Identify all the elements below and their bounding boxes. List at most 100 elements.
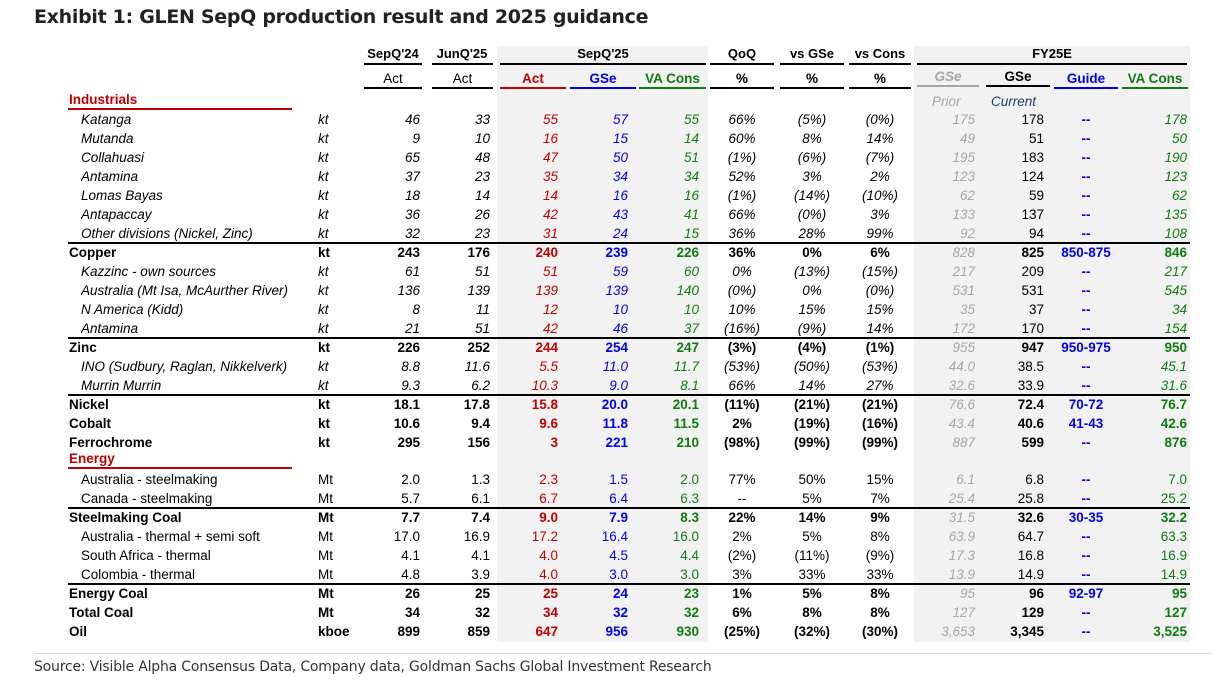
cell-sepq25-cons: 11.5 — [673, 416, 699, 431]
cell-sepq25-cons: 51 — [683, 150, 699, 165]
sub-junq25-line — [432, 87, 493, 89]
cell-vs-gse: (21%) — [793, 397, 830, 412]
cell-fy-gse-current: 64.7 — [1017, 529, 1044, 544]
cell-junq25-act: 10 — [474, 131, 490, 146]
row-label: South Africa - thermal — [81, 548, 211, 563]
cell-fy-gse-prior: 955 — [952, 340, 975, 355]
row-label: Kazzinc - own sources — [81, 264, 217, 279]
cell-sepq25-gse: 50 — [612, 150, 628, 165]
header-junq25-line — [432, 63, 493, 65]
header-qoq: QoQ — [727, 46, 757, 61]
cell-vs-cons: 27% — [866, 378, 894, 393]
table-row: Kazzinc - own sources kt 61 51 51 59 60 0% (13%)… — [0, 262, 1213, 281]
cell-fy-cons: 62 — [1171, 188, 1187, 203]
cell-sepq25-cons: 37 — [683, 321, 699, 336]
cell-fy-gse-prior: 133 — [952, 207, 975, 222]
row-label: Oil — [69, 624, 88, 639]
cell-fy-guide: -- — [1081, 321, 1091, 336]
cell-sepq24-act: 65 — [404, 150, 420, 165]
cell-sepq25-act: 3 — [550, 435, 558, 450]
cell-vs-gse: 15% — [798, 302, 826, 317]
cell-junq25-act: 3.9 — [471, 567, 490, 582]
table-row: Antamina kt 21 51 42 46 37 (16%) (9%) 14% 172 170 --… — [0, 319, 1213, 338]
cell-sepq25-gse: 59 — [612, 264, 628, 279]
cell-junq25-act: 26 — [474, 207, 490, 222]
cell-junq25-act: 33 — [474, 112, 490, 127]
cell-vs-gse: 33% — [798, 567, 826, 582]
cell-fy-gse-current: 129 — [1021, 605, 1044, 620]
cell-sepq24-act: 9 — [412, 131, 420, 146]
cell-fy-guide: -- — [1081, 472, 1091, 487]
cell-fy-gse-current: 14.9 — [1017, 567, 1044, 582]
sub-fy-gse-prior-line — [917, 85, 979, 87]
cell-qoq: 60% — [728, 131, 756, 146]
cell-qoq: 2% — [732, 416, 752, 431]
section-industrials: Industrials — [69, 92, 138, 107]
row-label: Katanga — [81, 112, 132, 127]
row-unit: Mt — [318, 586, 334, 601]
sub-sepq25-gse: GSe — [589, 71, 617, 86]
cell-qoq: 36% — [728, 226, 756, 241]
cell-sepq25-gse: 1.5 — [609, 472, 628, 487]
cell-fy-gse-prior: 828 — [952, 245, 975, 260]
cell-sepq24-act: 7.7 — [401, 510, 420, 525]
cell-fy-gse-current: 178 — [1021, 112, 1044, 127]
cell-sepq25-gse: 16 — [612, 188, 628, 203]
table-row: Canada - steelmaking Mt 5.7 6.1 6.7 6.4 6.3 -- 5… — [0, 489, 1213, 508]
cell-fy-gse-current: 3,345 — [1010, 624, 1044, 639]
cell-sepq25-gse: 239 — [605, 245, 628, 260]
row-label: Total Coal — [69, 605, 134, 620]
cell-qoq: (53%) — [723, 359, 760, 374]
cell-fy-gse-prior: 217 — [952, 264, 975, 279]
cell-sepq25-cons: 4.4 — [680, 548, 699, 563]
cell-fy-gse-prior: 195 — [952, 150, 975, 165]
cell-fy-gse-prior: 95 — [959, 586, 975, 601]
row-unit: kt — [318, 340, 331, 355]
row-label: Colombia - thermal — [81, 567, 196, 582]
cell-sepq25-act: 16 — [542, 131, 558, 146]
cell-vs-cons: (21%) — [861, 397, 898, 412]
cell-fy-cons: 190 — [1164, 150, 1187, 165]
cell-fy-guide: 41-43 — [1068, 416, 1104, 431]
row-label: Antapaccay — [81, 207, 152, 222]
cell-fy-gse-current: 38.5 — [1017, 359, 1044, 374]
cell-sepq24-act: 243 — [397, 245, 420, 260]
cell-fy-gse-current: 16.8 — [1017, 548, 1044, 563]
cell-fy-cons: 135 — [1164, 207, 1187, 222]
cell-junq25-act: 51 — [474, 264, 490, 279]
table-row: Lomas Bayas kt 18 14 14 16 16 (1%) (14%) (10%) 62 5… — [0, 186, 1213, 205]
cell-fy-cons: 154 — [1164, 321, 1187, 336]
cell-fy-gse-prior: 127 — [952, 605, 975, 620]
row-unit: kt — [318, 378, 329, 393]
row-separator — [68, 507, 1190, 509]
cell-sepq25-act: 17.2 — [531, 529, 558, 544]
cell-sepq25-gse: 139 — [605, 283, 628, 298]
table-row: Energy Coal Mt 26 25 25 24 23 1% 5% 8% 95 96 92-97 95 — [0, 584, 1213, 603]
table-row: Murrin Murrin kt 9.3 6.2 10.3 9.0 8.1 66% 14% 27%… — [0, 376, 1213, 395]
sub-fy-gse-current-line — [986, 85, 1050, 87]
cell-sepq25-cons: 55 — [683, 112, 699, 127]
cell-fy-guide: 950-975 — [1061, 340, 1111, 355]
sub-sepq25-act: Act — [522, 71, 544, 86]
cell-sepq25-act: 14 — [542, 188, 558, 203]
row-label: Nickel — [69, 397, 109, 412]
row-unit: kt — [318, 188, 329, 203]
header-sepq25-line — [500, 63, 706, 65]
cell-fy-gse-prior: 76.6 — [948, 397, 975, 412]
cell-fy-guide: -- — [1081, 169, 1091, 184]
section-industrials-line — [68, 108, 292, 110]
cell-sepq25-gse: 7.9 — [609, 510, 628, 525]
cell-sepq25-act: 15.8 — [531, 397, 558, 412]
cell-sepq25-cons: 60 — [683, 264, 699, 279]
cell-fy-guide: -- — [1081, 435, 1091, 450]
cell-qoq: 66% — [728, 207, 756, 222]
cell-sepq25-gse: 11.8 — [602, 416, 628, 431]
cell-vs-gse: 3% — [802, 169, 822, 184]
cell-junq25-act: 139 — [467, 283, 490, 298]
cell-fy-guide: -- — [1081, 112, 1091, 127]
cell-qoq: 77% — [728, 472, 756, 487]
cell-sepq25-gse: 20.0 — [601, 397, 628, 412]
cell-qoq: (11%) — [724, 397, 760, 412]
table-row: South Africa - thermal Mt 4.1 4.1 4.0 4.5 4.4 (… — [0, 546, 1213, 565]
cell-fy-gse-current: 96 — [1028, 586, 1044, 601]
